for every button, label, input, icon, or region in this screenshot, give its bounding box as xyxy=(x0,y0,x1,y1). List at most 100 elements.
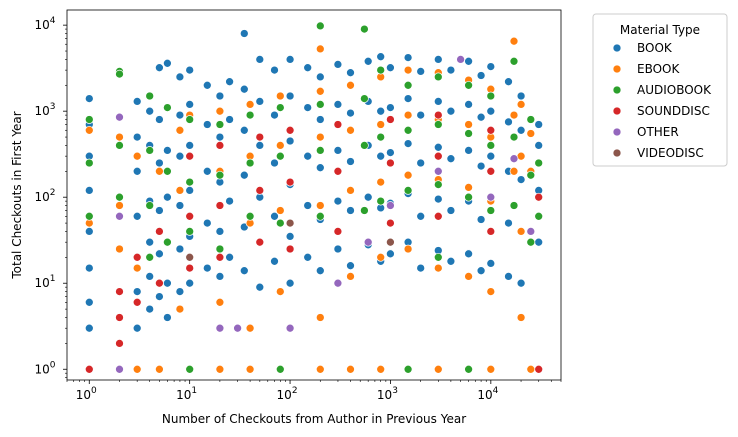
point-book-157 xyxy=(504,272,513,281)
point-audiobook-28 xyxy=(315,21,325,31)
point-videodisc-0 xyxy=(185,252,195,262)
point-book-130 xyxy=(433,142,443,152)
point-audiobook-32 xyxy=(360,24,369,34)
point-book-67 xyxy=(255,97,265,106)
point-ebook-31 xyxy=(275,206,285,215)
point-book-36 xyxy=(175,151,185,161)
point-videodisc-1 xyxy=(285,218,295,228)
point-ebook-61 xyxy=(464,120,473,129)
point-book-55 xyxy=(215,272,225,281)
point-sounddisc-28 xyxy=(433,211,443,221)
point-ebook-51 xyxy=(403,110,413,120)
point-ebook-72 xyxy=(509,166,519,176)
point-sounddisc-11 xyxy=(215,141,225,150)
point-book-61 xyxy=(239,84,249,94)
point-book-49 xyxy=(202,218,212,228)
point-book-135 xyxy=(446,154,456,164)
point-book-98 xyxy=(346,68,355,78)
point-book-133 xyxy=(446,65,456,75)
point-book-7 xyxy=(84,323,94,333)
point-book-15 xyxy=(145,106,155,116)
point-ebook-32 xyxy=(275,287,285,296)
point-ebook-24 xyxy=(245,100,255,109)
legend-label-videodisc: VIDEODISC xyxy=(637,146,704,160)
point-book-38 xyxy=(175,244,185,254)
point-audiobook-23 xyxy=(245,211,255,221)
point-book-123 xyxy=(416,67,426,76)
point-book-118 xyxy=(403,53,413,62)
point-ebook-27 xyxy=(245,323,255,333)
point-audiobook-18 xyxy=(215,120,225,129)
point-book-21 xyxy=(155,63,164,73)
point-sounddisc-21 xyxy=(333,166,343,176)
legend-marker-other xyxy=(612,127,622,137)
point-audiobook-24 xyxy=(275,103,285,112)
point-other-8 xyxy=(386,201,395,210)
point-book-166 xyxy=(534,237,544,247)
point-book-43 xyxy=(185,186,195,195)
point-audiobook-31 xyxy=(315,211,325,221)
point-audiobook-8 xyxy=(145,146,155,155)
point-audiobook-5 xyxy=(115,141,124,150)
point-audiobook-41 xyxy=(403,186,413,195)
point-audiobook-39 xyxy=(403,80,413,90)
legend-box xyxy=(592,13,728,167)
point-sounddisc-8 xyxy=(185,151,195,161)
point-book-124 xyxy=(416,110,426,120)
point-book-152 xyxy=(486,259,496,268)
point-book-79 xyxy=(285,136,295,146)
point-book-101 xyxy=(346,206,355,215)
point-audiobook-60 xyxy=(534,158,544,168)
point-sounddisc-14 xyxy=(255,132,265,142)
x-tick-label-2: 102 xyxy=(277,386,298,402)
point-ebook-40 xyxy=(346,80,355,90)
point-sounddisc-17 xyxy=(285,125,295,135)
point-sounddisc-13 xyxy=(215,252,225,262)
point-ebook-34 xyxy=(315,44,325,54)
point-other-11 xyxy=(486,192,496,202)
point-book-92 xyxy=(315,266,325,276)
point-book-120 xyxy=(403,139,413,148)
point-ebook-10 xyxy=(155,166,164,176)
point-audiobook-15 xyxy=(185,177,195,187)
point-book-115 xyxy=(386,148,395,157)
point-audiobook-46 xyxy=(433,252,443,262)
point-ebook-47 xyxy=(376,177,386,187)
point-audiobook-33 xyxy=(360,94,369,103)
point-audiobook-17 xyxy=(185,364,195,374)
point-book-164 xyxy=(534,141,544,150)
point-book-73 xyxy=(270,110,279,120)
point-book-5 xyxy=(84,263,94,273)
point-audiobook-42 xyxy=(403,364,413,374)
x-tick-label-0: 100 xyxy=(76,386,97,402)
point-book-109 xyxy=(376,106,386,116)
point-book-90 xyxy=(315,163,325,173)
point-book-131 xyxy=(433,194,443,204)
point-book-35 xyxy=(175,110,185,120)
point-book-154 xyxy=(504,117,513,127)
point-ebook-44 xyxy=(346,364,355,374)
point-audiobook-10 xyxy=(145,252,155,262)
point-other-13 xyxy=(526,227,536,236)
point-ebook-59 xyxy=(433,364,443,374)
point-book-42 xyxy=(185,141,195,150)
point-other-3 xyxy=(215,323,225,333)
y-axis-label: Total Checkouts in First Year xyxy=(10,111,24,279)
x-tick-label-4: 104 xyxy=(477,386,498,402)
point-other-7 xyxy=(363,237,373,247)
legend-marker-videodisc xyxy=(612,148,622,158)
point-book-78 xyxy=(285,91,295,101)
point-book-34 xyxy=(175,72,185,82)
point-book-46 xyxy=(202,80,212,90)
point-audiobook-53 xyxy=(486,206,496,215)
x-tick-label-1: 101 xyxy=(176,386,197,402)
point-book-146 xyxy=(476,215,486,224)
point-audiobook-35 xyxy=(360,206,369,215)
point-sounddisc-33 xyxy=(534,364,544,374)
point-book-83 xyxy=(303,63,313,73)
point-sounddisc-15 xyxy=(255,186,265,195)
point-book-99 xyxy=(346,108,355,118)
point-audiobook-34 xyxy=(360,141,369,150)
point-ebook-50 xyxy=(403,65,413,75)
point-ebook-75 xyxy=(516,227,526,236)
